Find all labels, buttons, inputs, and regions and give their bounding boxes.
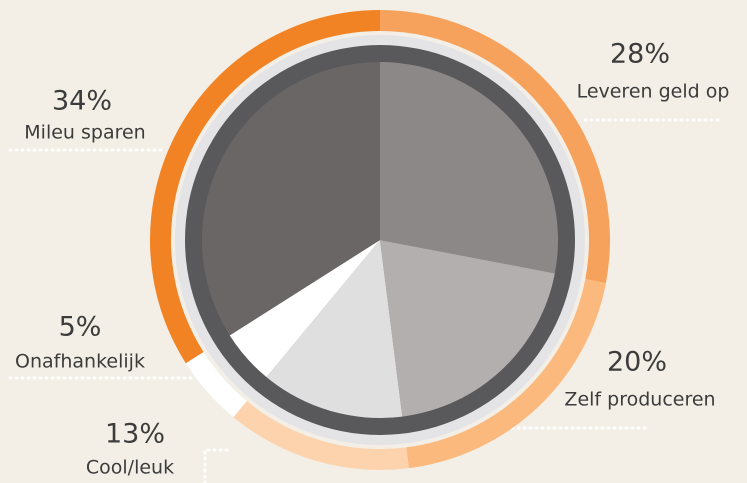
ring-segment <box>406 279 606 469</box>
pie-slice <box>201 61 380 336</box>
leader-lines <box>8 118 722 483</box>
ring-segment <box>185 351 247 418</box>
category-label: Cool/leuk <box>86 457 174 479</box>
ring-segment <box>149 10 380 364</box>
category-label: Zelf produceren <box>564 389 715 411</box>
ring-segment <box>380 10 610 284</box>
category-label: Leveren geld op <box>577 81 730 103</box>
pie-slice <box>266 240 403 418</box>
pie-slice <box>380 240 555 417</box>
value-label: 20% <box>607 347 667 378</box>
value-label: 34% <box>52 86 112 117</box>
category-label: Onafhankelijk <box>15 351 145 373</box>
pie-slice <box>380 62 558 274</box>
ring-segment <box>233 401 409 470</box>
value-label: 5% <box>59 312 102 343</box>
leader-line <box>203 448 232 483</box>
category-label: Mileu sparen <box>24 122 145 144</box>
value-label: 13% <box>105 419 165 450</box>
value-label: 28% <box>610 39 670 70</box>
pie-slice <box>229 240 380 378</box>
